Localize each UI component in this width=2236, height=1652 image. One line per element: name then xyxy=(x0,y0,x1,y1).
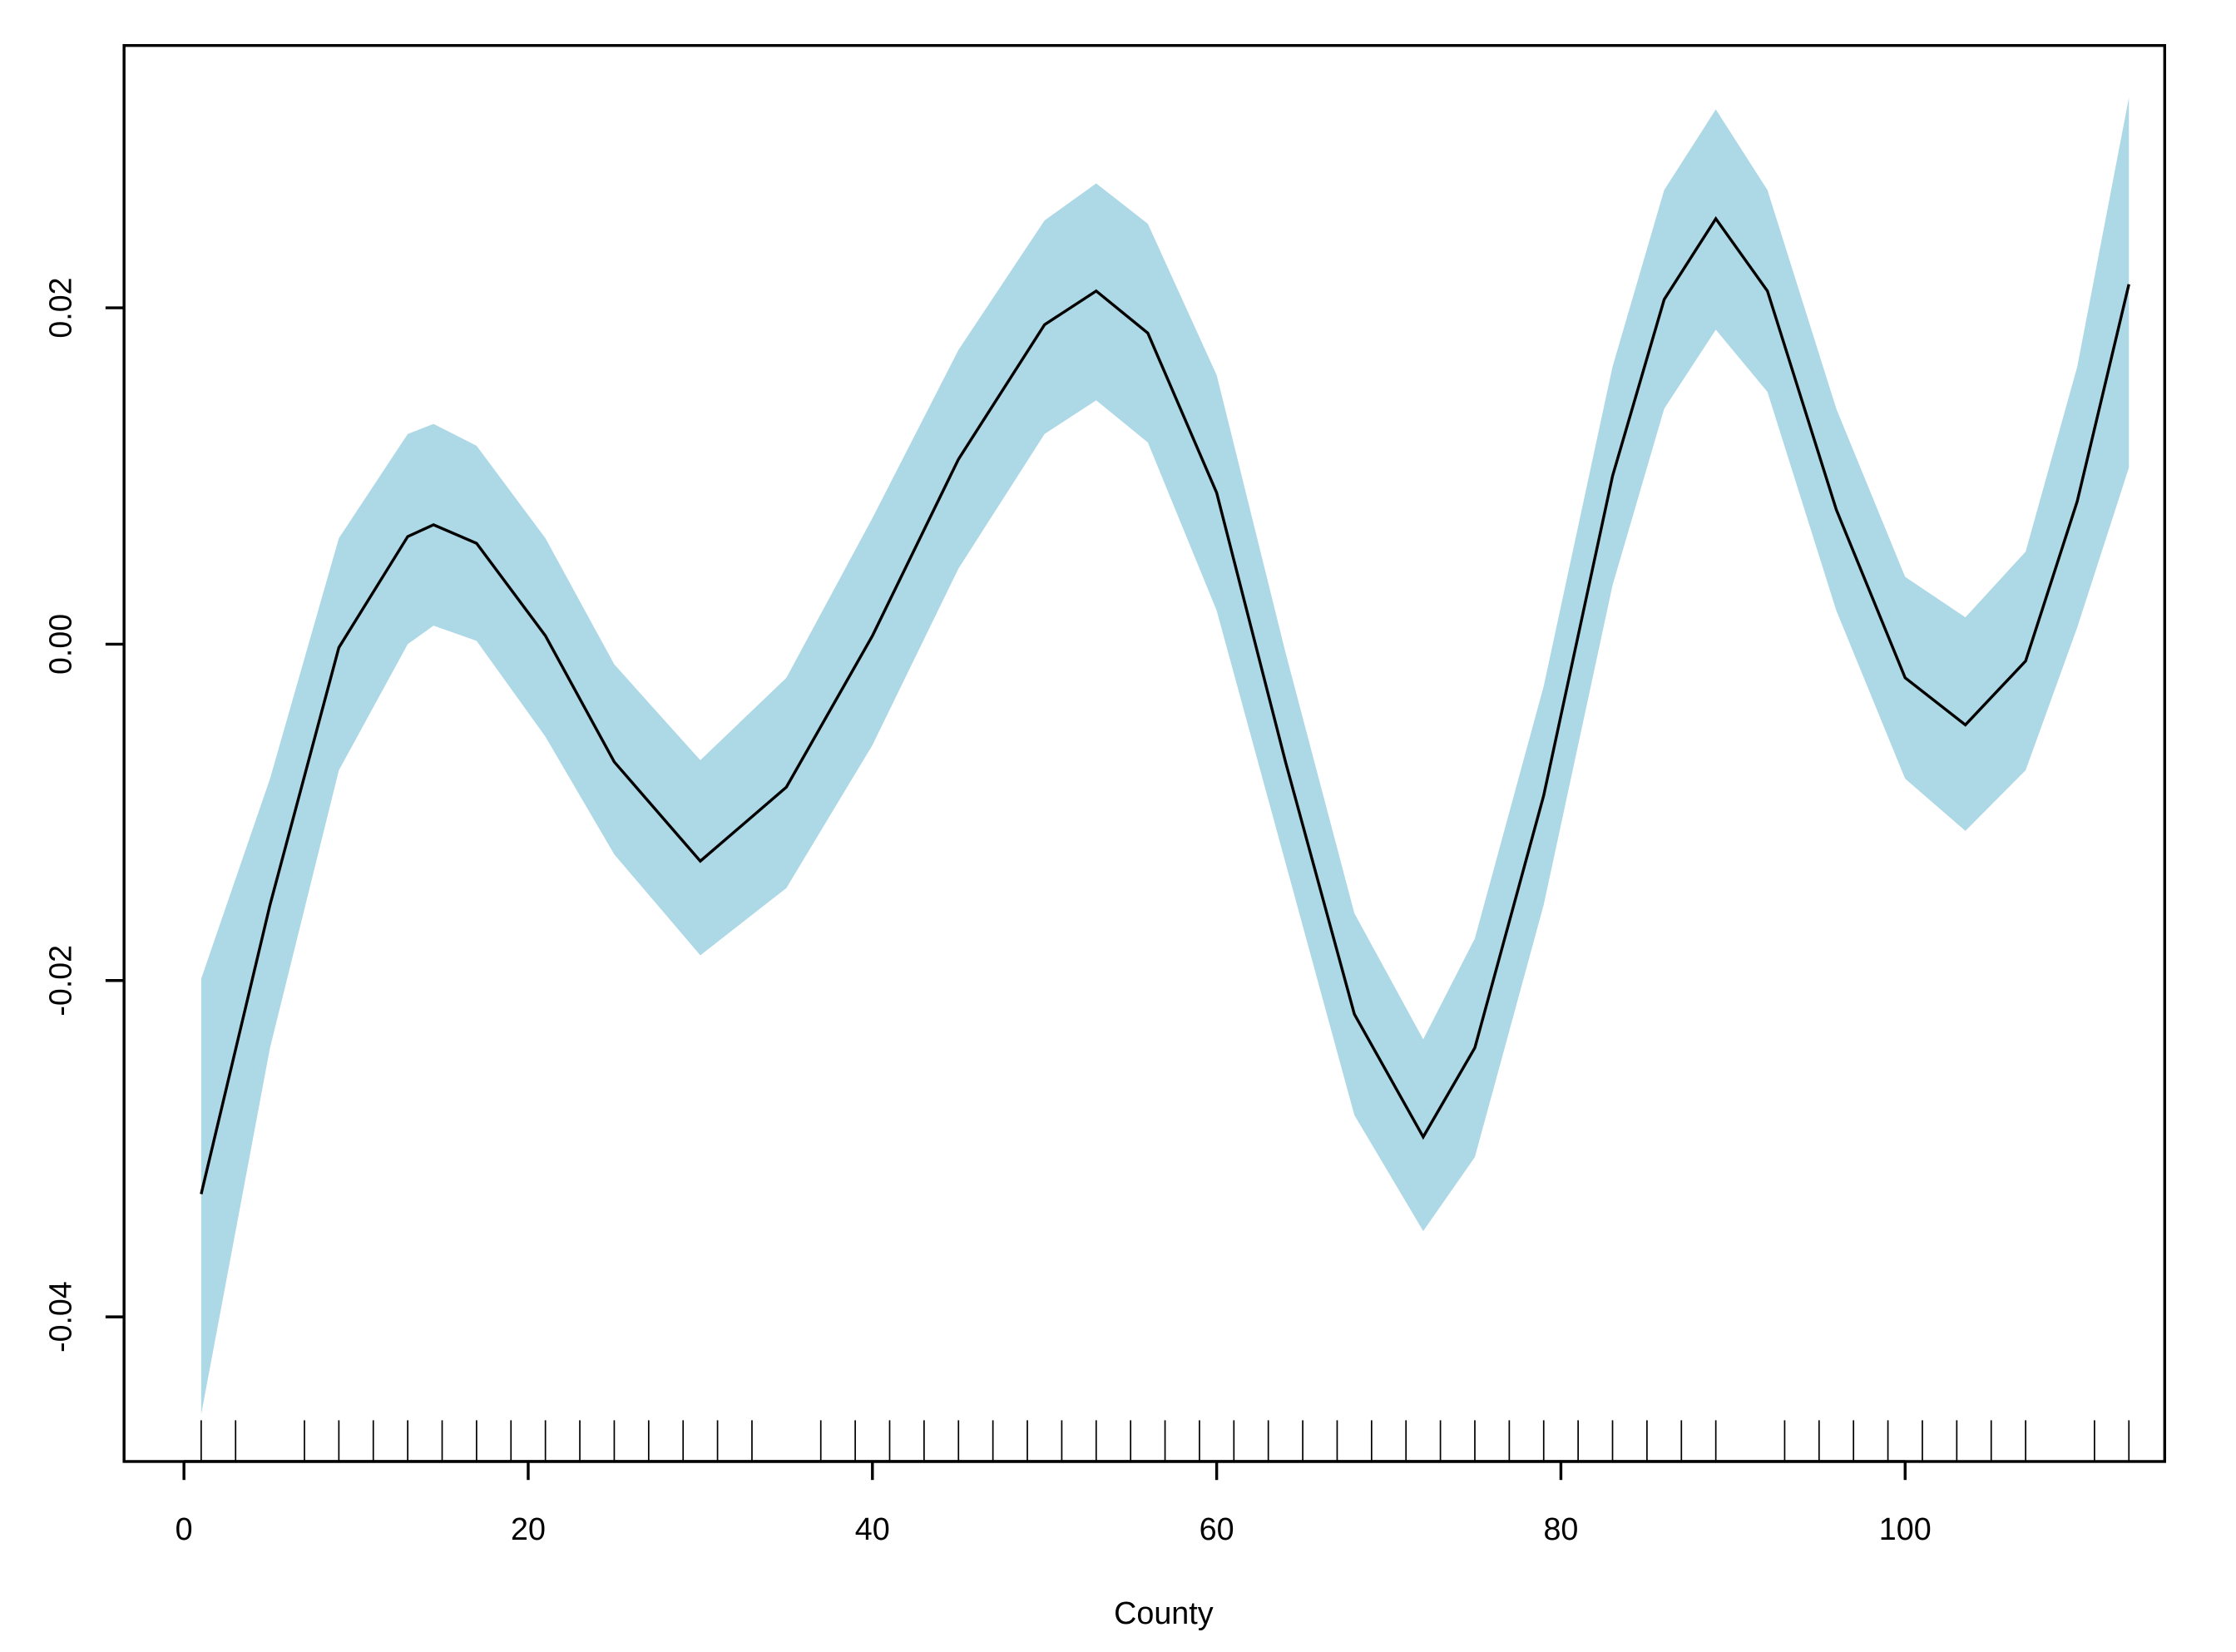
y-tick-label: 0.00 xyxy=(43,614,78,675)
x-tick-label: 40 xyxy=(855,1511,890,1546)
y-tick-label: -0.04 xyxy=(43,1281,78,1353)
x-axis-label: County xyxy=(1114,1595,1214,1630)
x-tick-label: 60 xyxy=(1200,1511,1234,1546)
x-tick-label: 100 xyxy=(1879,1511,1932,1546)
y-tick-label: -0.02 xyxy=(43,945,78,1016)
fit-line xyxy=(200,215,2130,1194)
x-tick-label: 0 xyxy=(176,1511,193,1546)
x-tick-label: 80 xyxy=(1543,1511,1578,1546)
y-tick-label: 0.02 xyxy=(43,278,78,339)
confidence-band xyxy=(200,97,2130,1415)
x-tick-label: 20 xyxy=(511,1511,546,1546)
